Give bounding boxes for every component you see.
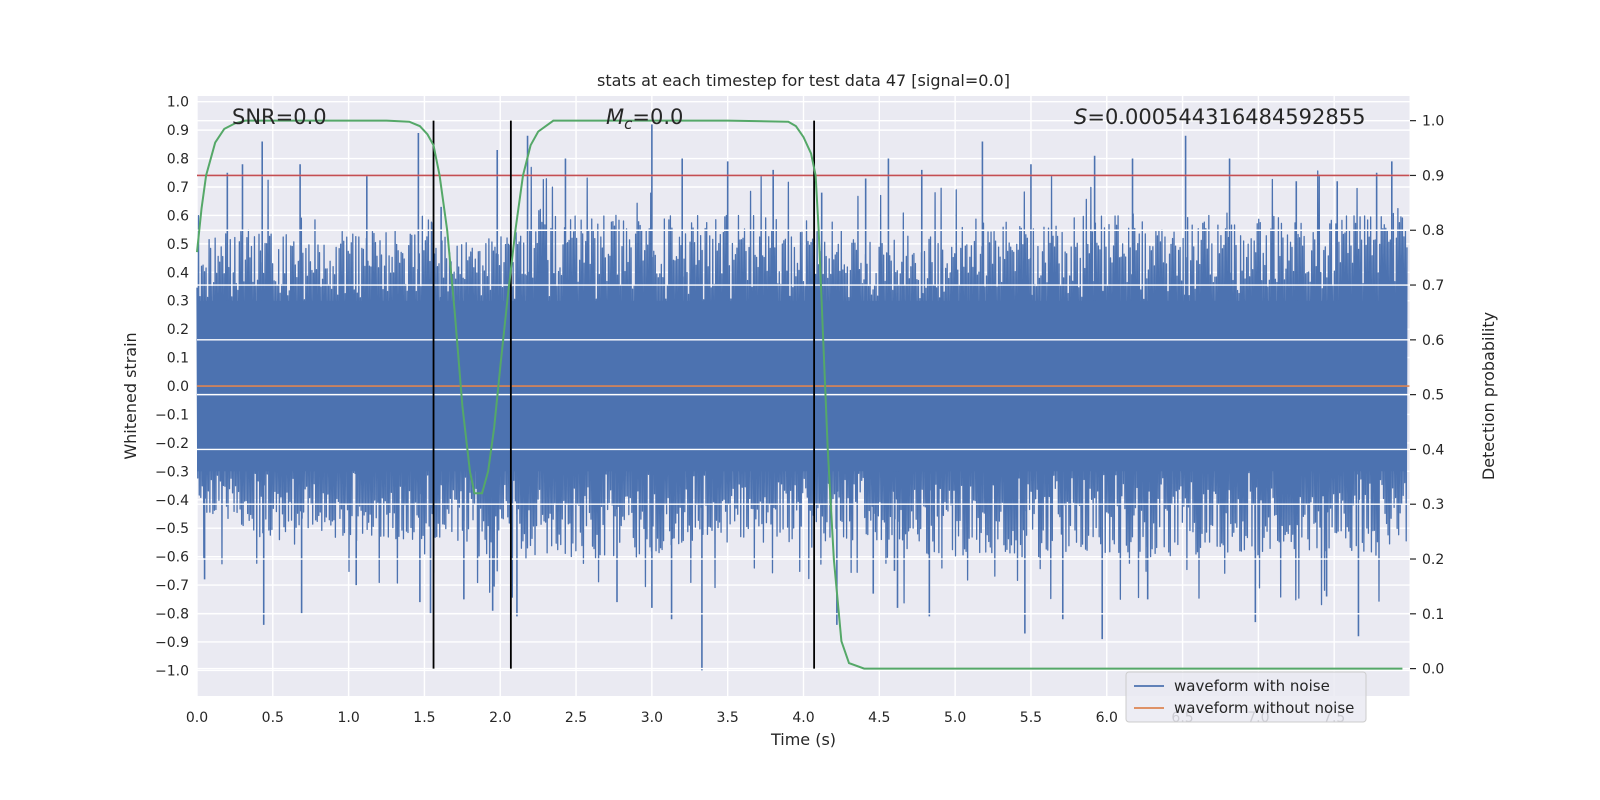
y-axis-ticks: 1.0 0.9 0.8 0.7 0.6 0.5 0.4 0.3 0.2 0.1 0.0 −0.1 −0.…: [155, 95, 189, 680]
y2-tick-label: 0.6: [1422, 333, 1444, 349]
y2-tick-label: 0.4: [1422, 442, 1444, 458]
annotations: SNR=0.0 Mc=0.0 S=0.000544316484592855: [232, 105, 1365, 133]
x-tick-label: 6.0: [1096, 710, 1118, 726]
y2-axis-ticks: 1.0 0.9 0.8 0.7 0.6 0.5 0.4 0.3 0.2 0.1 0.0: [1410, 114, 1444, 678]
y-tick-label: −0.2: [155, 436, 189, 452]
mc-subscript: c: [624, 115, 633, 133]
x-tick-label: 1.5: [413, 710, 435, 726]
overlay-lines: [197, 96, 1411, 696]
x-tick-label: 3.0: [641, 710, 663, 726]
y-tick-label: −0.1: [155, 407, 189, 423]
y-tick-label: 0.8: [167, 152, 189, 168]
x-tick-label: 0.5: [262, 710, 284, 726]
y2-tick-label: 0.1: [1422, 607, 1444, 623]
legend: waveform with noise waveform without noi…: [1125, 671, 1367, 723]
y-tick-label: 0.2: [167, 322, 189, 338]
y2-tick-label: 0.7: [1422, 278, 1444, 294]
mc-annotation: Mc=0.0: [606, 105, 683, 133]
y2-tick-label: 0.2: [1422, 552, 1444, 568]
y2-tick-label: 0.8: [1422, 223, 1444, 239]
x-tick-label: 2.0: [489, 710, 511, 726]
y-tick-label: 0.6: [167, 208, 189, 224]
x-tick-label: 5.5: [1020, 710, 1042, 726]
legend-label-noise: waveform with noise: [1174, 677, 1330, 695]
s-value: =0.000544316484592855: [1087, 105, 1365, 129]
x-tick-label: 1.0: [337, 710, 359, 726]
x-axis-label: Time (s): [770, 730, 836, 749]
y2-tick-label: 0.9: [1422, 168, 1444, 184]
y-tick-label: 0.4: [167, 265, 189, 281]
y-tick-label: −0.4: [155, 493, 189, 509]
y-tick-label: 0.1: [167, 351, 189, 367]
y-tick-label: 0.5: [167, 237, 189, 253]
y2-tick-label: 0.5: [1422, 388, 1444, 404]
x-tick-label: 4.5: [868, 710, 890, 726]
detection-probability-series: [196, 119, 1403, 670]
y-tick-label: −0.7: [155, 578, 189, 594]
legend-box: [1125, 671, 1367, 723]
legend-label-clean: waveform without noise: [1174, 699, 1354, 717]
y-tick-label: 0.9: [167, 123, 189, 139]
x-tick-label: 4.0: [792, 710, 814, 726]
mc-symbol: M: [606, 105, 624, 129]
y-tick-label: 0.0: [167, 379, 189, 395]
x-tick-label: 2.5: [565, 710, 587, 726]
y-tick-label: −0.6: [155, 550, 189, 566]
detection-probability-line: [196, 119, 1403, 670]
x-tick-label: 0.0: [186, 710, 208, 726]
y2-tick-label: 0.0: [1422, 662, 1444, 678]
y-axis-label: Whitened strain: [121, 332, 140, 459]
s-symbol: S: [1074, 105, 1087, 129]
y2-tick-label: 1.0: [1422, 114, 1444, 130]
x-tick-label: 5.0: [944, 710, 966, 726]
snr-annotation: SNR=0.0: [232, 105, 327, 129]
y-tick-label: −0.9: [155, 635, 189, 651]
y-tick-label: −1.0: [155, 663, 189, 679]
mc-value: =0.0: [632, 105, 683, 129]
y-tick-label: −0.5: [155, 521, 189, 537]
y2-axis-label: Detection probability: [1479, 312, 1498, 480]
y-tick-label: 1.0: [167, 95, 189, 111]
y-tick-label: 0.7: [167, 180, 189, 196]
y-tick-label: −0.3: [155, 464, 189, 480]
y-tick-label: −0.8: [155, 607, 189, 623]
y2-tick-label: 0.3: [1422, 497, 1444, 513]
y-tick-label: 0.3: [167, 294, 189, 310]
x-tick-label: 3.5: [717, 710, 739, 726]
chart-title: stats at each timestep for test data 47 …: [597, 71, 1010, 90]
s-annotation: S=0.000544316484592855: [1074, 105, 1365, 129]
